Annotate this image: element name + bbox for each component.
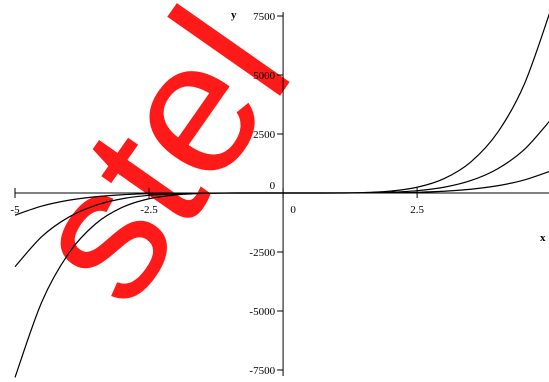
y-axis-label: y [231,9,237,21]
watermark: stel [0,0,331,337]
y-tick-label: -7500 [249,365,275,377]
x-tick-label: 2.5 [410,204,424,216]
y-tick-label: 0 [270,180,276,192]
y-tick-label: 7500 [253,11,276,23]
y-tick-label: 5000 [253,70,276,82]
x-axis-label: x [540,232,546,244]
x-tick-label: -2.5 [140,204,158,216]
x-tick-label: 0 [290,204,296,216]
y-tick-label: -2500 [249,247,275,259]
x-tick-label: -5 [10,204,20,216]
y-tick-label: 2500 [253,129,276,141]
y-tick-label: -5000 [249,306,275,318]
